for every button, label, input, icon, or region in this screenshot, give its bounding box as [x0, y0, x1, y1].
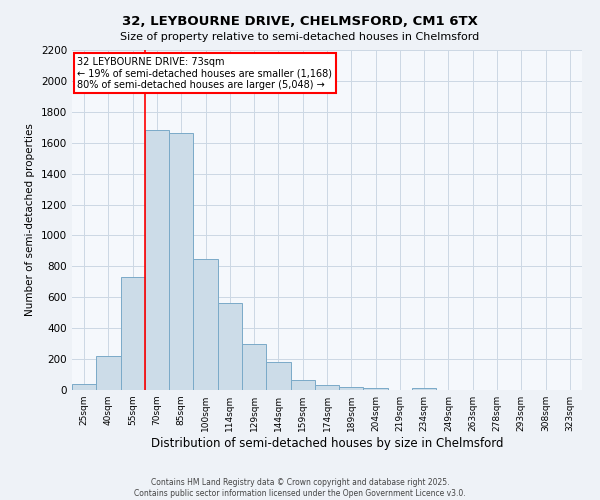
Text: 32, LEYBOURNE DRIVE, CHELMSFORD, CM1 6TX: 32, LEYBOURNE DRIVE, CHELMSFORD, CM1 6TX — [122, 15, 478, 28]
Text: 32 LEYBOURNE DRIVE: 73sqm
← 19% of semi-detached houses are smaller (1,168)
80% : 32 LEYBOURNE DRIVE: 73sqm ← 19% of semi-… — [77, 57, 332, 90]
Text: Contains HM Land Registry data © Crown copyright and database right 2025.
Contai: Contains HM Land Registry data © Crown c… — [134, 478, 466, 498]
Y-axis label: Number of semi-detached properties: Number of semi-detached properties — [25, 124, 35, 316]
Bar — [145, 130, 169, 390]
Bar — [242, 344, 266, 390]
Bar — [121, 277, 145, 390]
Bar — [266, 362, 290, 390]
Bar — [364, 388, 388, 390]
Bar — [169, 134, 193, 390]
Text: Size of property relative to semi-detached houses in Chelmsford: Size of property relative to semi-detach… — [121, 32, 479, 42]
Bar — [72, 384, 96, 390]
Bar — [412, 388, 436, 390]
Bar — [315, 384, 339, 390]
Bar — [290, 380, 315, 390]
Bar — [218, 304, 242, 390]
Bar — [193, 258, 218, 390]
X-axis label: Distribution of semi-detached houses by size in Chelmsford: Distribution of semi-detached houses by … — [151, 437, 503, 450]
Bar — [96, 356, 121, 390]
Bar — [339, 386, 364, 390]
